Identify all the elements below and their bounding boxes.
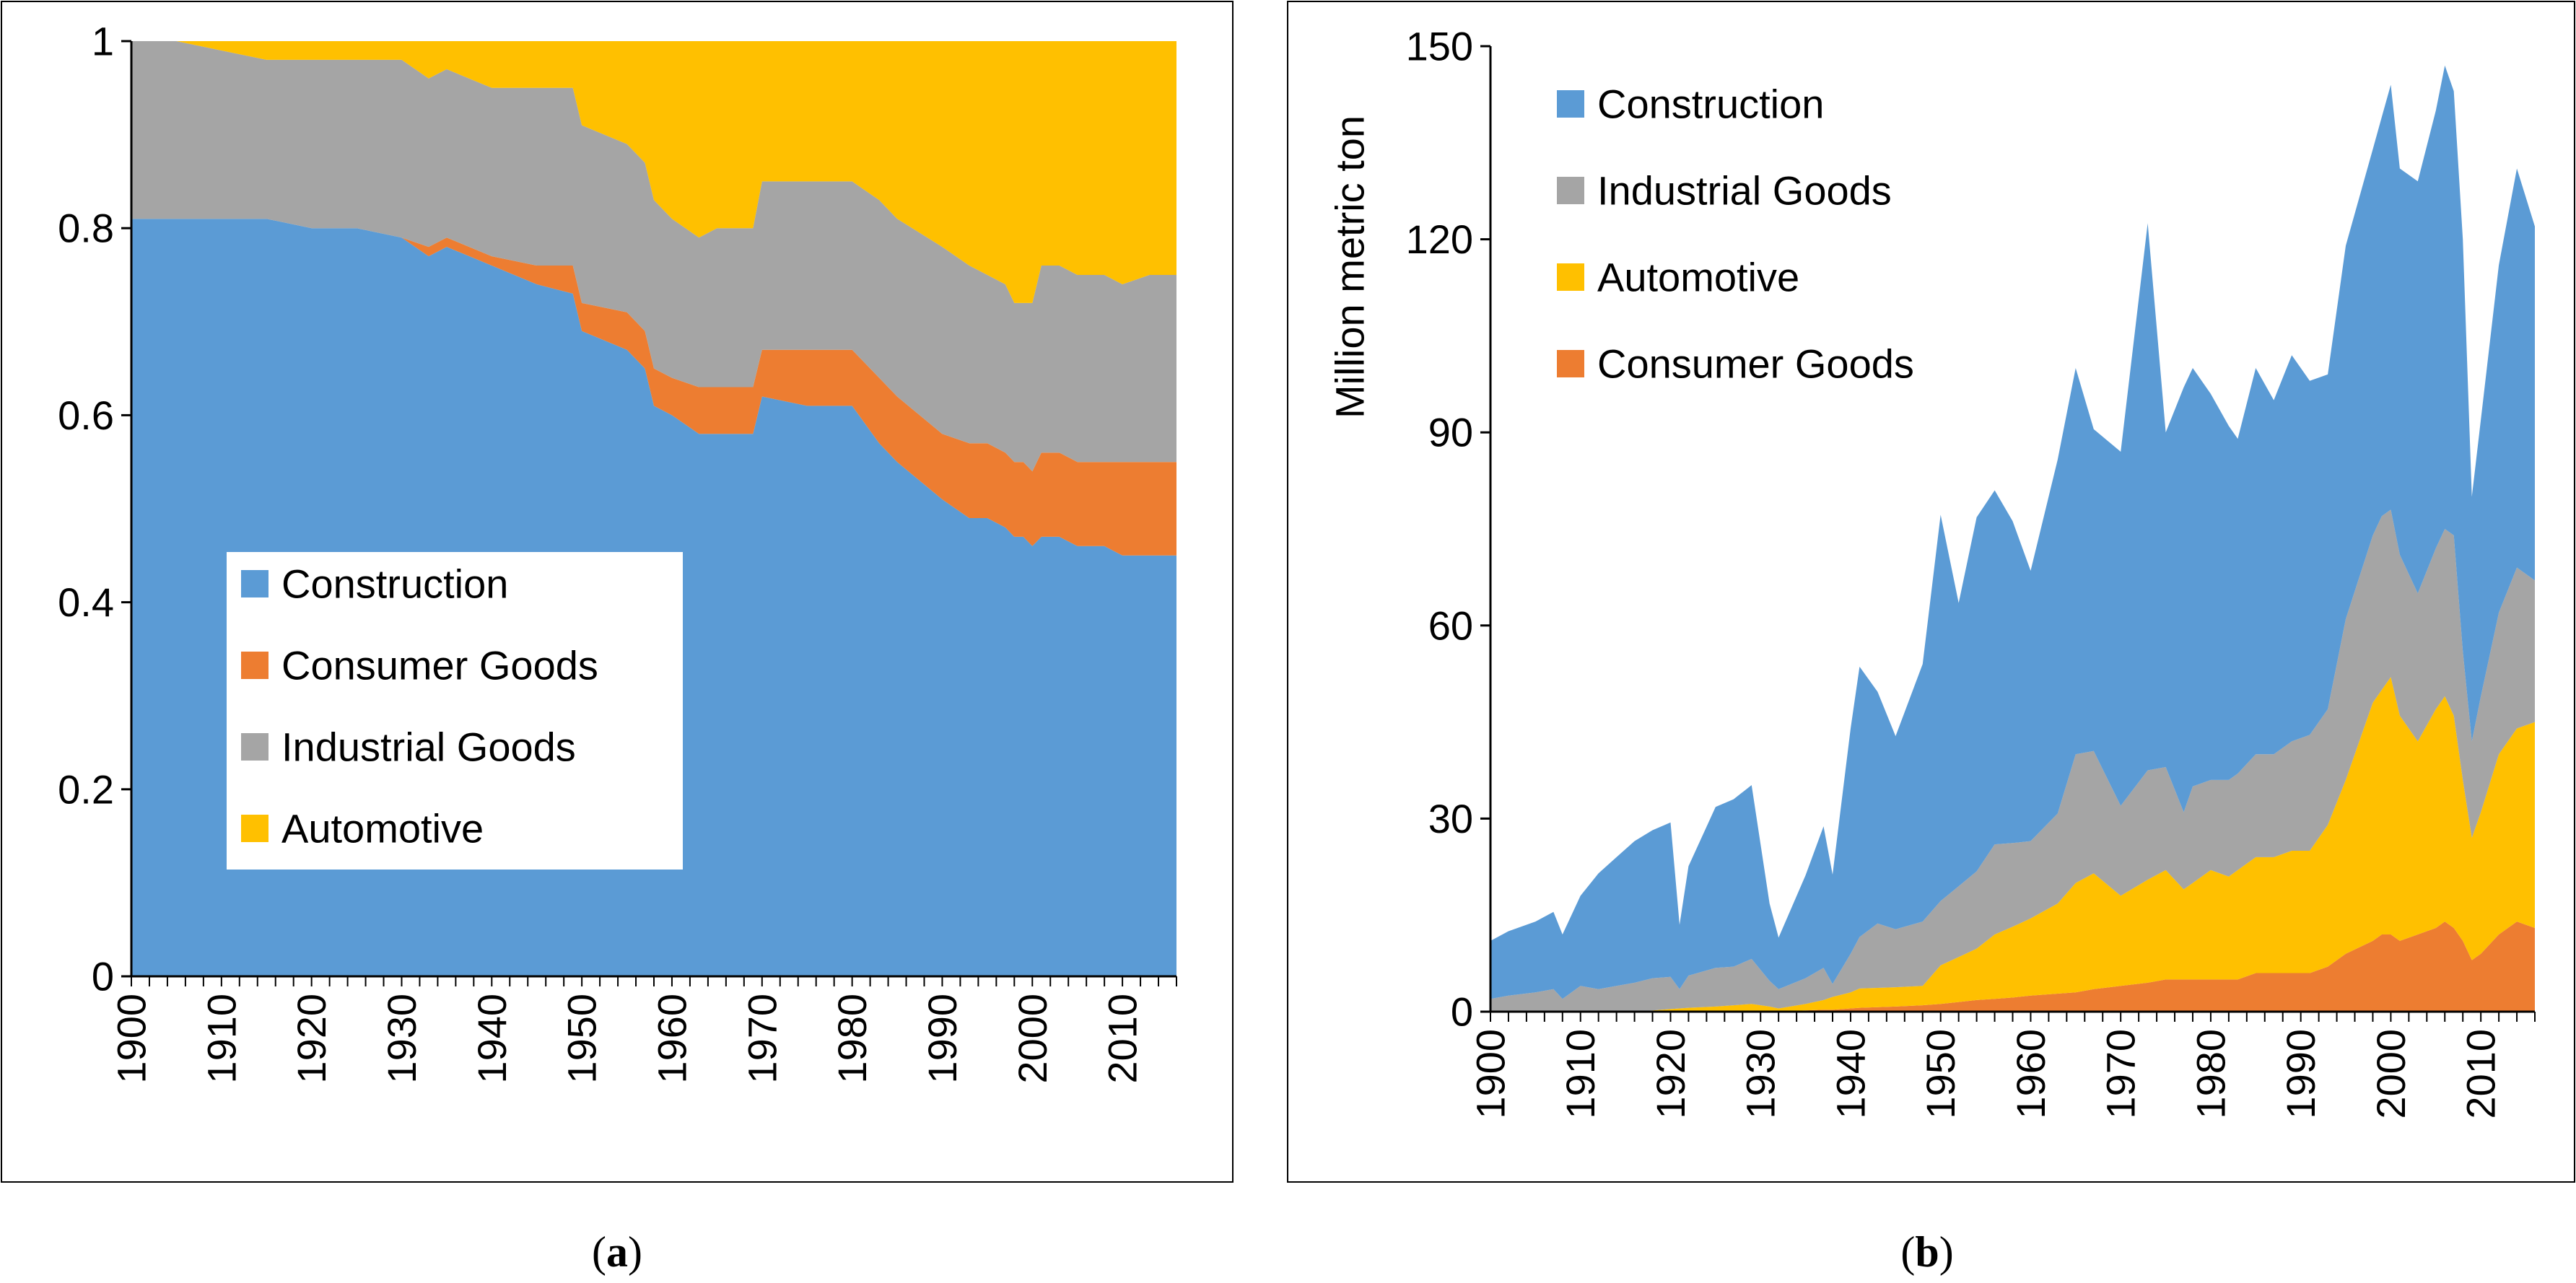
chart-a-axes [121, 40, 1177, 986]
chart-a-area-automotive [131, 41, 1176, 303]
chart-a-legend-label-industrial-goods: Industrial Goods [281, 724, 576, 770]
panel-a-border [1, 1, 1234, 1183]
caption-a-letter: a [606, 1228, 628, 1276]
chart-b-legend-label-industrial-goods: Industrial Goods [1597, 168, 1892, 214]
caption-b-close: ) [1939, 1228, 1954, 1276]
caption-b-open: ( [1900, 1228, 1915, 1276]
chart-b-legend-swatch-consumer-goods [1557, 350, 1584, 377]
chart-b-y-tick-label: 0 [1451, 989, 1473, 1035]
chart-a-x-tick-label: 1920 [289, 994, 334, 1084]
chart-a-y-tick-label: 0 [92, 954, 114, 999]
chart-b-legend-label-automotive: Automotive [1597, 255, 1799, 300]
chart-b-area-industrial-goods [1490, 509, 2535, 1012]
chart-b-y-tick-label: 90 [1428, 410, 1473, 455]
chart-b-y-tick-labels: 0 30 60 90 120 150 [1406, 24, 1473, 1035]
chart-a-area-consumer-goods [131, 219, 1176, 556]
chart-b-y-tick-label: 30 [1428, 796, 1473, 841]
chart-a-x-tick-label: 1910 [198, 994, 244, 1084]
chart-a-legend-items: Construction Consumer Goods Industrial Goo… [241, 561, 598, 851]
chart-b-x-tick-label: 1930 [1738, 1029, 1783, 1119]
panel-a: 00.20.40.60.81 1900 1910 1920 1930 1940 1950 1… [1, 1, 1234, 1183]
chart-a-legend: Construction Consumer Goods Industrial Goo… [227, 552, 683, 870]
chart-a-area-industrial-goods [131, 41, 1176, 472]
chart-a-x-tick-label: 1940 [469, 994, 515, 1084]
chart-b-y-tick-label: 120 [1406, 216, 1473, 262]
chart-a-y-tick-label: 0.8 [58, 206, 114, 251]
chart-b-x-tick-label: 2010 [2458, 1029, 2504, 1119]
chart-b-legend-label-consumer-goods: Consumer Goods [1597, 341, 1914, 387]
chart-b-x-tick-label: 1920 [1648, 1029, 1693, 1119]
chart-a-legend-swatch-consumer-goods [241, 652, 268, 679]
chart-a-x-tick-labels: 1900 1910 1920 1930 1940 1950 1960 1970 1980 1990… [109, 994, 1145, 1084]
chart-b-legend-swatch-automotive [1557, 263, 1584, 291]
chart-a-y-tick-label: 0.6 [58, 393, 114, 438]
chart-a-y-tick-labels: 0 0.2 0.4 0.6 0.8 1 [58, 19, 114, 999]
chart-b-x-tick-label: 1900 [1468, 1029, 1514, 1119]
chart-b-x-tick-label: 1990 [2278, 1029, 2323, 1119]
chart-b-legend-swatch-construction [1557, 90, 1584, 118]
chart-a-legend-label-automotive: Automotive [281, 806, 484, 851]
chart-b-legend-swatch-industrial-goods [1557, 177, 1584, 204]
caption-a-close: ) [628, 1228, 642, 1276]
chart-a-x-tick-label: 1980 [829, 994, 875, 1084]
chart-a-y-tick-label: 1 [92, 19, 114, 64]
caption-a-open: ( [592, 1228, 606, 1276]
chart-b-areas [1490, 65, 2535, 1012]
chart-b-x-tick-label: 1970 [2098, 1029, 2144, 1119]
chart-a-legend-swatch-construction [241, 570, 268, 597]
chart-a-x-tick-label: 1990 [920, 994, 965, 1084]
chart-b-y-tick-label: 150 [1406, 24, 1473, 69]
chart-b-y-tick-label: 60 [1428, 603, 1473, 648]
chart-a-x-tick-label: 1950 [559, 994, 605, 1084]
caption-a: (a) [592, 1228, 642, 1276]
chart-a-x-tick-label: 1970 [739, 994, 785, 1084]
panel-b-border [1287, 1, 2575, 1183]
caption-b-letter: b [1915, 1228, 1939, 1276]
chart-a-x-tick-label: 2000 [1010, 994, 1055, 1084]
chart-a-legend-swatch-industrial-goods [241, 733, 268, 761]
chart-b-axes [1480, 45, 2536, 1022]
chart-a-x-tick-label: 1900 [109, 994, 154, 1084]
chart-b-x-tick-label: 1940 [1828, 1029, 1874, 1119]
chart-a-x-tick-label: 1930 [379, 994, 424, 1084]
chart-b-x-tick-label: 1910 [1558, 1029, 1603, 1119]
chart-a-x-tick-label: 1960 [650, 994, 695, 1084]
chart-a-legend-label-consumer-goods: Consumer Goods [281, 643, 598, 688]
caption-b: (b) [1900, 1228, 1953, 1276]
chart-a-legend-box [227, 552, 683, 870]
chart-a-x-tick-label: 2010 [1100, 994, 1145, 1084]
chart-b-x-tick-label: 1980 [2188, 1029, 2233, 1119]
chart-a-y-tick-label: 0.2 [58, 766, 114, 812]
chart-b-x-tick-label: 2000 [2368, 1029, 2414, 1119]
chart-b-legend: Construction Industrial Goods Automotive Co… [1557, 82, 1914, 387]
chart-b-x-tick-label: 1960 [2008, 1029, 2053, 1119]
chart-a-legend-label-construction: Construction [281, 561, 508, 607]
chart-b-area-consumer-goods [1490, 921, 2535, 1012]
chart-a-legend-swatch-automotive [241, 815, 268, 842]
chart-b-area-automotive [1490, 677, 2535, 1012]
chart-b-area-construction [1490, 65, 2535, 999]
chart-b-y-axis-label: Million metric ton [1327, 115, 1373, 419]
chart-b-legend-label-construction: Construction [1597, 82, 1824, 127]
chart-b-x-tick-label: 1950 [1918, 1029, 1963, 1119]
chart-a-y-tick-label: 0.4 [58, 579, 114, 625]
chart-b-x-tick-labels: 1900 1910 1920 1930 1940 1950 1960 1970 1980 1990… [1468, 1029, 2504, 1119]
